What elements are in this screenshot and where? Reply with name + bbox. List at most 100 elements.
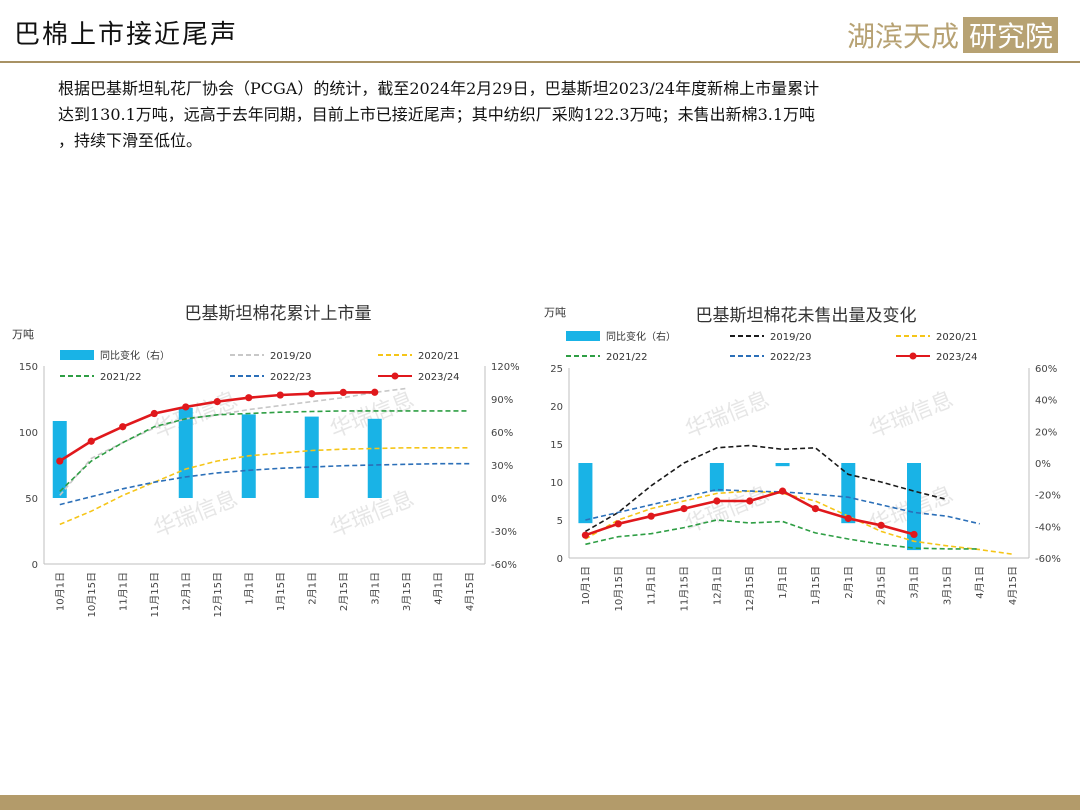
series-line-s2022: [59, 462, 470, 506]
legend-label-s2020: 2020/21: [936, 332, 978, 343]
y-tick-label-right: -30%: [491, 527, 517, 538]
series-point-s2023: [245, 394, 253, 402]
series-point-s2023: [811, 505, 820, 513]
series-point-s2023: [339, 388, 347, 396]
x-tick-label: 11月15日: [149, 572, 161, 617]
series-point-s2023: [844, 514, 852, 523]
company-logo: 湖滨天成 研究院: [847, 17, 1058, 53]
x-tick-label: 3月1日: [369, 572, 381, 605]
x-tick-label: 10月1日: [580, 566, 592, 605]
watermark-text: 华瑞信息: [682, 387, 773, 443]
y-tick-label-left: 0: [557, 554, 563, 565]
yoy-bar: [907, 463, 921, 551]
x-tick-label: 2月15日: [876, 566, 888, 605]
summary-paragraph: 根据巴基斯坦轧花厂协会（PCGA）的统计，截至2024年2月29日，巴基斯坦20…: [58, 76, 1018, 154]
x-tick-label: 11月15日: [679, 566, 691, 611]
x-tick-label: 4月1日: [974, 566, 986, 599]
series-point-s2023: [182, 403, 190, 411]
series-point-s2023: [213, 398, 221, 406]
y-tick-label-right: 60%: [491, 428, 513, 439]
x-tick-label: 3月15日: [401, 572, 413, 611]
legend-label-s2019: 2019/20: [270, 351, 312, 362]
watermark-text: 华瑞信息: [866, 387, 957, 443]
y-tick-label-left: 50: [25, 494, 38, 505]
x-tick-label: 4月15日: [1007, 566, 1019, 605]
y-tick-label-right: -60%: [491, 560, 517, 571]
legend-swatch-bar: [566, 331, 600, 341]
series-point-s2023: [910, 530, 918, 539]
y-tick-label-right: -40%: [1035, 522, 1061, 533]
x-tick-label: 11月1日: [646, 566, 658, 605]
series-point-s2023: [614, 520, 622, 528]
y-tick-label-left: 0: [32, 560, 38, 571]
y-tick-label-left: 100: [19, 428, 38, 439]
x-tick-label: 1月15日: [810, 566, 822, 605]
legend-label-bar: 同比变化（右）: [100, 349, 170, 362]
x-tick-label: 12月1日: [711, 566, 723, 605]
y-tick-label-right: 90%: [491, 395, 513, 406]
y-tick-label-left: 20: [550, 402, 563, 413]
summary-line-2: 达到130.1万吨，远高于去年同期，目前上市已接近尾声；其中纺织厂采购122.3…: [58, 105, 816, 124]
x-tick-label: 3月1日: [909, 566, 921, 599]
legend-label-s2021: 2021/22: [100, 372, 142, 383]
y-axis-unit-label: 万吨: [544, 306, 566, 319]
y-tick-label-right: 20%: [1035, 427, 1057, 438]
yoy-bar: [367, 418, 382, 498]
series-point-s2023: [647, 512, 655, 520]
summary-line-1: 根据巴基斯坦轧花厂协会（PCGA）的统计，截至2024年2月29日，巴基斯坦20…: [58, 79, 820, 98]
yoy-bar: [709, 463, 724, 492]
y-tick-label-right: 60%: [1035, 364, 1057, 375]
x-tick-label: 1月1日: [777, 566, 789, 599]
x-tick-label: 10月15日: [86, 572, 98, 617]
series-line-s2021: [59, 410, 470, 492]
legend-label-bar: 同比变化（右）: [606, 330, 676, 343]
y-tick-label-left: 15: [550, 440, 563, 451]
y-tick-label-right: 40%: [1035, 396, 1057, 407]
x-tick-label: 2月1日: [306, 572, 318, 605]
x-tick-label: 12月1日: [180, 572, 192, 611]
yoy-bar: [304, 416, 319, 498]
logo-text-right: 研究院: [969, 20, 1053, 53]
legend-marker-s2023: [909, 352, 917, 360]
y-tick-label-right: 30%: [491, 461, 513, 472]
watermark-text: 华瑞信息: [150, 387, 241, 443]
legend-label-s2021: 2021/22: [606, 352, 648, 363]
x-tick-label: 1月1日: [243, 572, 255, 605]
legend-label-s2019_right: 2019/20: [770, 332, 812, 343]
series-point-s2023: [581, 531, 590, 539]
series-line-s2021: [585, 519, 980, 550]
watermark-text: 华瑞信息: [150, 486, 241, 542]
y-tick-label-right: 120%: [491, 362, 520, 373]
series-line-s2020: [59, 447, 470, 526]
chart-title: 巴基斯坦棉花未售出量及变化: [696, 306, 917, 326]
x-tick-label: 2月15日: [338, 572, 350, 611]
x-tick-label: 2月1日: [843, 566, 855, 599]
series-point-s2023: [371, 388, 379, 396]
y-tick-label-right: 0%: [491, 494, 507, 505]
y-tick-label-right: -60%: [1035, 554, 1061, 565]
legend-label-s2022: 2022/23: [270, 372, 312, 383]
series-point-s2023: [119, 423, 127, 431]
yoy-bar: [775, 463, 790, 467]
chart-title: 巴基斯坦棉花累计上市量: [185, 304, 372, 324]
series-line-s2019: [59, 387, 407, 496]
y-axis-unit-label: 万吨: [12, 328, 34, 341]
x-tick-label: 4月15日: [464, 572, 476, 611]
y-tick-label-left: 10: [550, 478, 563, 489]
x-tick-label: 10月15日: [613, 566, 625, 611]
legend-label-s2022: 2022/23: [770, 352, 812, 363]
series-line-s2019_right: [584, 444, 948, 533]
yoy-bar: [841, 463, 856, 524]
y-tick-label-right: -20%: [1035, 491, 1061, 502]
header-divider: [0, 61, 1080, 63]
x-tick-label: 3月15日: [941, 566, 953, 605]
x-tick-label: 10月1日: [54, 572, 66, 611]
yoy-bar: [578, 463, 593, 524]
chart-unsold-stock: 华瑞信息华瑞信息华瑞信息华瑞信息巴基斯坦棉花未售出量及变化万吨同比变化（右）20…: [544, 306, 1061, 611]
summary-line-3: ，持续下滑至低位。: [58, 131, 203, 150]
series-point-s2023: [150, 409, 158, 418]
series-point-s2023: [680, 505, 688, 513]
series-point-s2023: [746, 497, 754, 505]
x-tick-label: 12月15日: [212, 572, 224, 617]
